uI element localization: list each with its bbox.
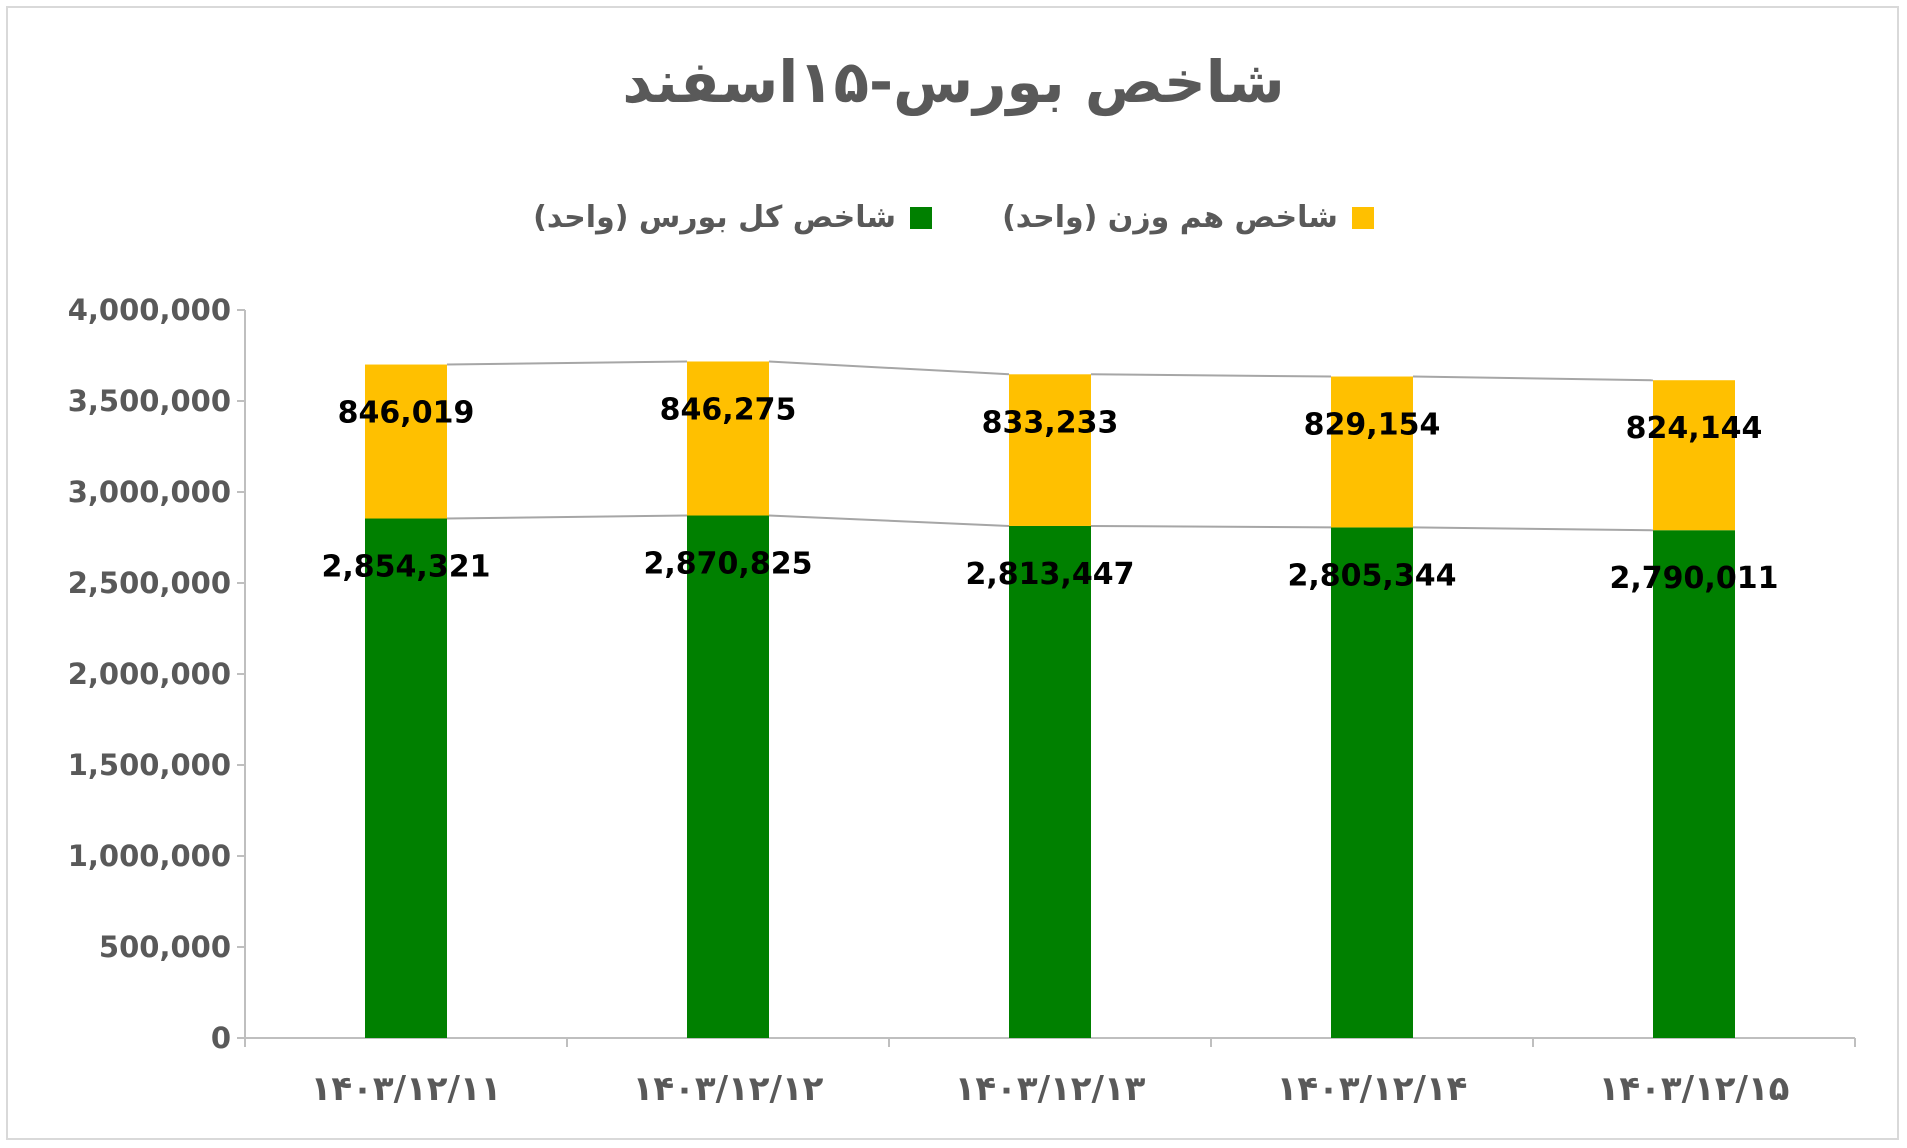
y-tick-label: 2,500,000 xyxy=(68,566,231,600)
bar-equal-weight-index xyxy=(1009,374,1091,526)
legend-label-equal-weight-index: شاخص هم وزن (واحد) xyxy=(1002,200,1338,235)
x-tick-label: ۱۴۰۳/۱۲/۱۵ xyxy=(1599,1069,1790,1109)
chart-title: شاخص بورس-۱۵اسفند xyxy=(622,48,1285,116)
series-line xyxy=(1412,526,1654,532)
legend-item-equal-weight-index: شاخص هم وزن (واحد) xyxy=(1002,200,1374,235)
y-tick-label: 3,000,000 xyxy=(68,475,231,509)
chart-legend: شاخص هم وزن (واحد) شاخص کل بورس (واحد) xyxy=(0,200,1907,235)
data-label: 2,805,344 xyxy=(1288,558,1457,593)
y-tick-label: 500,000 xyxy=(99,930,231,964)
bar-total-index xyxy=(1653,530,1735,1038)
y-tick-label: 0 xyxy=(211,1021,231,1055)
y-tick-label: 3,500,000 xyxy=(68,384,231,418)
bar-equal-weight-index xyxy=(687,361,769,516)
legend-item-total-index: شاخص کل بورس (واحد) xyxy=(533,200,933,235)
y-tick-label: 1,500,000 xyxy=(68,748,231,782)
bar-equal-weight-index xyxy=(1331,376,1413,528)
y-tick-label: 1,000,000 xyxy=(68,839,231,873)
chart-frame xyxy=(6,6,1899,1140)
data-label: 2,813,447 xyxy=(966,557,1135,592)
data-label: 2,870,825 xyxy=(644,547,813,582)
bar-total-index xyxy=(365,518,447,1038)
data-label: 824,144 xyxy=(1626,411,1763,446)
data-label: 829,154 xyxy=(1304,408,1441,443)
y-tick-label: 2,000,000 xyxy=(68,657,231,691)
x-tick-label: ۱۴۰۳/۱۲/۱۳ xyxy=(955,1069,1146,1109)
x-tick-label: ۱۴۰۳/۱۲/۱۴ xyxy=(1277,1069,1468,1109)
x-tick-label: ۱۴۰۳/۱۲/۱۲ xyxy=(633,1069,824,1109)
legend-swatch-green xyxy=(910,206,933,229)
x-tick-label: ۱۴۰۳/۱۲/۱۱ xyxy=(311,1069,502,1109)
data-label: 2,854,321 xyxy=(322,550,491,585)
bar-total-index xyxy=(687,515,769,1038)
bar-equal-weight-index xyxy=(1653,380,1735,531)
bar-total-index xyxy=(1009,525,1091,1038)
series-line xyxy=(768,360,1010,376)
bar-equal-weight-index xyxy=(365,364,447,519)
series-line xyxy=(1090,373,1332,378)
legend-swatch-yellow xyxy=(1351,206,1374,229)
series-line xyxy=(1090,524,1332,529)
series-line xyxy=(1412,375,1654,382)
legend-label-total-index: شاخص کل بورس (واحد) xyxy=(533,200,897,235)
y-tick-label: 4,000,000 xyxy=(68,293,231,327)
series-line xyxy=(768,514,1010,527)
data-label: 833,233 xyxy=(982,405,1119,440)
series-line xyxy=(446,514,688,520)
data-label: 846,019 xyxy=(338,396,475,431)
series-line xyxy=(446,360,688,366)
data-label: 846,275 xyxy=(660,392,797,427)
data-label: 2,790,011 xyxy=(1610,561,1779,596)
bar-total-index xyxy=(1331,527,1413,1038)
